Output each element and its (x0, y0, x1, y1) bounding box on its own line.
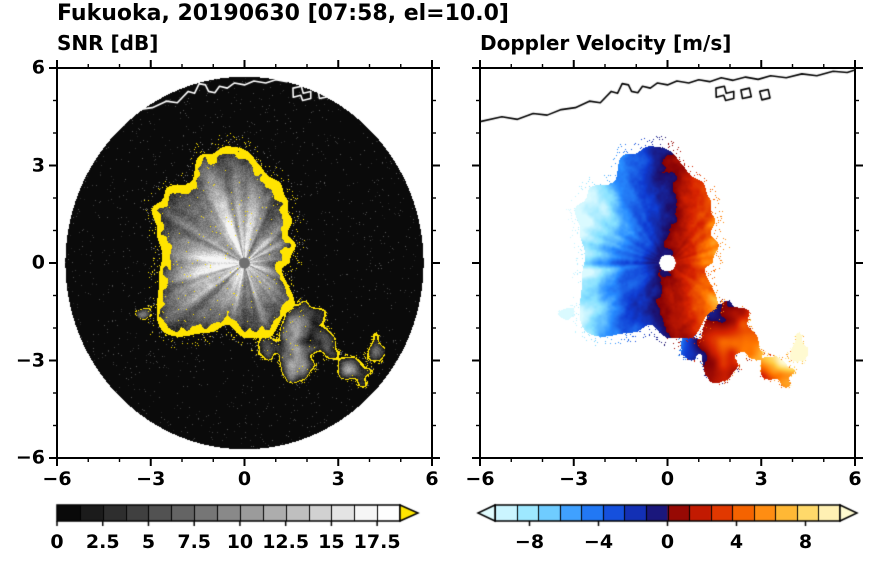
doppler-x-tick-label: 6 (848, 468, 862, 490)
snr-subtitle: SNR [dB] (57, 31, 159, 55)
figure-title: Fukuoka, 20190630 [07:58, el=10.0] (57, 1, 509, 26)
doppler-x-tick-label: −6 (465, 468, 495, 490)
snr-x-tick-label: −6 (42, 468, 72, 490)
doppler-colorbar-tick-label: 8 (798, 531, 813, 553)
snr-colorbar-tick-label: 0 (50, 531, 64, 553)
snr-colorbar-tick-label: 17.5 (353, 531, 401, 553)
y-tick-label: −3 (15, 349, 45, 372)
doppler-x-tick-label: −3 (559, 468, 589, 490)
doppler-colorbar-tick-label: 4 (729, 531, 744, 553)
y-tick-label: −6 (15, 446, 45, 469)
doppler-x-tick-label: 0 (660, 468, 675, 490)
doppler-subtitle: Doppler Velocity [m/s] (480, 31, 732, 55)
y-tick-label: 0 (31, 251, 45, 274)
snr-colorbar-tick-label: 12.5 (262, 531, 310, 553)
snr-ppi-canvas (57, 68, 432, 458)
y-tick-label: 3 (31, 154, 45, 177)
doppler-x-tick-label: 3 (754, 468, 768, 490)
snr-colorbar-tick-label: 2.5 (85, 531, 120, 553)
snr-x-tick-label: 6 (425, 468, 439, 490)
doppler-ppi-canvas (480, 68, 855, 458)
snr-x-tick-label: −3 (136, 468, 166, 490)
y-tick-label: 6 (31, 56, 45, 79)
snr-colorbar-tick-label: 7.5 (177, 531, 212, 553)
doppler-colorbar-tick-label: 0 (660, 531, 675, 553)
doppler-colorbar (460, 500, 868, 530)
doppler-colorbar-tick-label: −8 (514, 531, 545, 553)
snr-colorbar-tick-label: 10 (226, 531, 254, 553)
doppler-colorbar-tick-label: −4 (583, 531, 614, 553)
snr-x-tick-label: 0 (237, 468, 252, 490)
snr-x-tick-label: 3 (331, 468, 345, 490)
snr-colorbar (45, 500, 425, 530)
snr-colorbar-tick-label: 15 (318, 531, 345, 553)
snr-colorbar-tick-label: 5 (141, 531, 156, 553)
